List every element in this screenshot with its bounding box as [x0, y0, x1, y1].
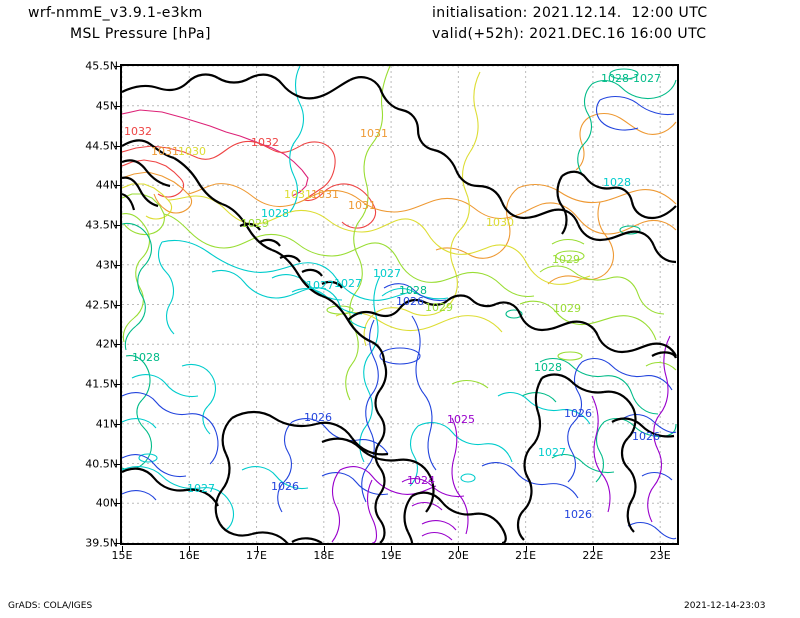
contour-label: 1027 [306, 279, 334, 292]
contour-1028 [122, 68, 677, 483]
contour-label: 1029 [553, 302, 581, 315]
y-axis-tick-label: 45.5N [85, 59, 118, 73]
y-axis-tick-label: 40.5N [85, 457, 118, 470]
x-axis-tick-label: 21E [515, 549, 537, 562]
x-axis-tick [391, 546, 393, 552]
x-axis-tick [592, 546, 594, 552]
y-axis-tick [114, 225, 121, 226]
x-axis-tick [525, 546, 527, 552]
grads-credit: GrADS: COLA/IGES [8, 601, 93, 611]
contour-1029 [122, 66, 677, 401]
contour-label: 1027 [187, 482, 215, 495]
y-axis-tick [114, 344, 121, 346]
x-axis-tick-label: 18E [313, 549, 335, 562]
contour-label: 1030 [178, 145, 206, 158]
y-axis-tick [114, 463, 121, 465]
y-axis-tick-label: 42.5N [85, 298, 118, 311]
y-axis-tick-label: 42N [95, 337, 118, 351]
contour-label: 1026 [564, 508, 592, 521]
contour-label: 1032 [251, 136, 279, 149]
contour-label: 1028-1027 [601, 72, 661, 85]
contour-label: 1026 [271, 480, 299, 493]
contour-label: 1027 [373, 267, 401, 280]
contour-label: 1031 [311, 188, 339, 201]
x-axis-tick [458, 546, 460, 552]
y-axis-tick [114, 304, 121, 306]
y-axis-tick [114, 384, 121, 385]
contour-label: 1026 [396, 295, 424, 308]
contour-label: 1030 [486, 216, 514, 229]
contour-1027 [122, 66, 591, 531]
y-axis-tick-label: 43.5N [85, 218, 118, 232]
y-axis-tick-label: 45N [95, 99, 118, 113]
y-axis-tick [114, 543, 121, 544]
x-axis-tick-label: 22E [582, 549, 604, 562]
y-axis-tick-label: 41N [95, 417, 118, 431]
y-axis-tick [114, 185, 121, 187]
y-axis-tick-label: 41.5N [85, 377, 118, 391]
y-axis-tick [114, 503, 121, 505]
contour-label: 1028 [603, 176, 631, 189]
x-axis-tick-label: 20E [447, 549, 469, 562]
x-axis-tick [122, 546, 123, 552]
y-axis-tick-label: 43N [95, 258, 118, 272]
y-axis-tick-label: 44.5N [85, 139, 118, 152]
contour-label: 1026 [632, 430, 660, 443]
contour-1030 [122, 71, 591, 347]
contour-1031 [122, 112, 677, 285]
contour-label: 1028 [534, 361, 562, 374]
contour-label: 1026 [564, 407, 592, 420]
contour-label: 1027 [538, 446, 566, 459]
coastline-borders [122, 73, 677, 543]
model-title: wrf-nmmE_v3.9.1-e3km [28, 5, 203, 21]
contour-label: 1025 [447, 413, 475, 426]
field-title: MSL Pressure [hPa] [70, 26, 211, 42]
y-axis-tick [114, 423, 121, 425]
y-axis-tick-label: 39.5N [85, 536, 118, 550]
contour-label: 1029 [552, 253, 580, 266]
x-axis-tick-label: 19E [380, 549, 402, 562]
y-axis-tick [114, 66, 121, 67]
map-canvas: 1032 1032 1031 1031 1030 1031 1031 1031 1028 1029… [122, 66, 677, 543]
x-axis-tick [256, 546, 258, 552]
contour-label: 1031 [151, 145, 179, 158]
x-axis-tick-label: 15E [111, 549, 133, 562]
x-axis-tick [323, 546, 325, 552]
contour-label: 1031 [348, 199, 376, 212]
contour-map-plot: 1032 1032 1031 1031 1030 1031 1031 1031 1028 1029… [120, 64, 679, 545]
x-axis-tick [189, 546, 191, 552]
x-axis-tick-label: 17E [246, 549, 268, 562]
valid-time-line: valid(+52h): 2021.DEC.16 16:00 UTC [432, 26, 707, 42]
y-axis-tick [114, 264, 121, 266]
contour-label: 1026 [304, 411, 332, 424]
contour-1032 [122, 140, 377, 229]
contour-label: 1028 [399, 284, 427, 297]
x-axis-tick-label: 23E [649, 549, 671, 562]
contour-label: 1027 [334, 277, 362, 290]
y-axis-tick-label: 44N [95, 178, 118, 192]
contour-label: 1028 [132, 351, 160, 364]
contour-label: 1029 [425, 301, 453, 314]
y-axis-tick-label: 40N [95, 496, 118, 510]
contour-1033 [122, 109, 309, 197]
contour-1026 [122, 95, 677, 540]
contour-1024 [401, 477, 465, 541]
y-axis-tick [114, 105, 121, 107]
initialisation-line: initialisation: 2021.12.14. 12:00 UTC [432, 5, 708, 21]
x-axis-tick [660, 546, 662, 552]
render-timestamp: 2021-12-14-23:03 [684, 601, 766, 611]
contour-label: 1032 [124, 125, 152, 138]
contour-label: 1029 [241, 217, 269, 230]
contour-label: 1028 [261, 207, 289, 220]
contour-label: 1031 [284, 188, 312, 201]
contour-label: 1024 [407, 474, 435, 487]
contour-label: 1031 [360, 127, 388, 140]
x-axis-tick-label: 16E [178, 549, 200, 562]
y-axis-tick [114, 145, 121, 147]
